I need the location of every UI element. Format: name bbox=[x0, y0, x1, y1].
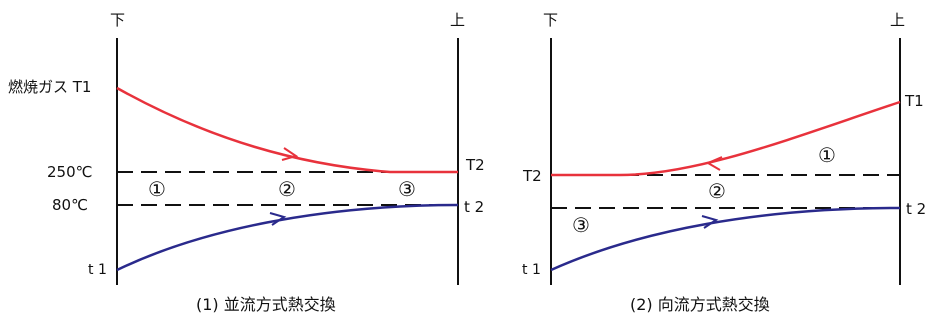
right-zone-3: ③ bbox=[572, 213, 590, 237]
counter-flow-diagram: 下 上 T1 T2 t 1 t 2 ① ② ③ (2) 向流方式熱交換 bbox=[522, 11, 926, 314]
left-top-right-label: 上 bbox=[450, 11, 465, 29]
left-water-in-label: t 1 bbox=[88, 262, 107, 278]
right-water-curve bbox=[550, 206, 901, 272]
right-gas-curve bbox=[551, 100, 901, 177]
left-gas-curve bbox=[116, 86, 458, 174]
left-zone-2: ② bbox=[278, 177, 296, 201]
right-top-right-label: 上 bbox=[890, 11, 905, 29]
left-water-curve bbox=[116, 203, 459, 272]
right-gas-out-label: T2 bbox=[522, 167, 542, 185]
right-water-out-label: t 2 bbox=[906, 200, 926, 218]
right-top-left-label: 下 bbox=[543, 11, 558, 29]
right-gas-arrow bbox=[705, 156, 723, 171]
right-water-in-label: t 1 bbox=[522, 262, 541, 278]
left-top-left-label: 下 bbox=[110, 11, 125, 29]
level-80-label: 80℃ bbox=[52, 196, 88, 214]
right-zone-1: ① bbox=[818, 143, 836, 167]
right-gas-in-label: T1 bbox=[904, 92, 924, 110]
left-water-arrow bbox=[269, 212, 287, 226]
parallel-flow-diagram: 下 上 燃焼ガス T1 250℃ 80℃ T2 t 1 t 2 ① ② ③ (1… bbox=[8, 11, 485, 314]
right-water-arrow bbox=[701, 215, 719, 229]
level-250-label: 250℃ bbox=[47, 163, 92, 181]
left-zone-1: ① bbox=[148, 177, 166, 201]
left-gas-in-label: 燃焼ガス T1 bbox=[8, 78, 91, 96]
left-gas-out-label: T2 bbox=[465, 156, 485, 174]
right-caption: (2) 向流方式熱交換 bbox=[630, 295, 770, 314]
left-zone-3: ③ bbox=[398, 177, 416, 201]
left-caption: (1) 並流方式熱交換 bbox=[196, 295, 336, 314]
left-water-out-label: t 2 bbox=[464, 198, 484, 216]
right-zone-2: ② bbox=[708, 179, 726, 203]
left-gas-arrow bbox=[281, 147, 299, 161]
